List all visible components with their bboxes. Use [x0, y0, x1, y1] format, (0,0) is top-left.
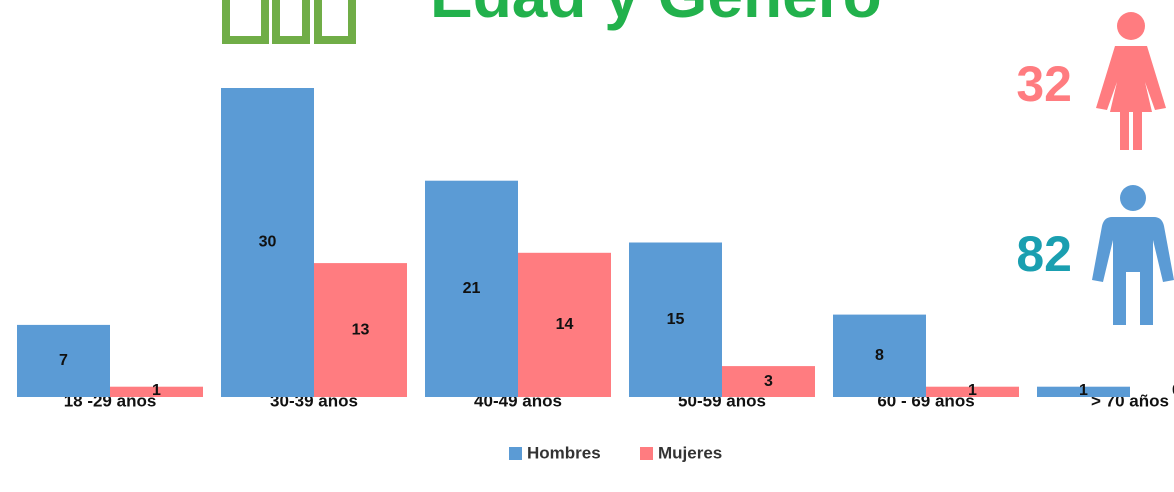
total-label: 32 — [1016, 56, 1072, 112]
data-label: 1 — [1079, 382, 1088, 399]
data-label: 1 — [152, 382, 161, 399]
legend-label: Mujeres — [658, 443, 722, 462]
bar — [926, 386, 1019, 397]
total-label: 82 — [1016, 226, 1072, 282]
male-icon — [1092, 185, 1174, 325]
bar — [518, 252, 611, 397]
data-label: 1 — [968, 382, 977, 399]
data-label: 15 — [667, 311, 685, 328]
data-label: 21 — [463, 280, 481, 297]
bar — [629, 242, 722, 397]
bar — [17, 324, 110, 397]
data-label: 30 — [259, 234, 277, 251]
data-label: 3 — [764, 373, 773, 390]
bar — [314, 263, 407, 397]
legend-swatch — [640, 447, 653, 460]
female-icon — [1096, 12, 1166, 150]
bar — [110, 386, 203, 397]
bar — [425, 180, 518, 397]
data-label: 0 — [1172, 382, 1174, 399]
bar — [833, 314, 926, 397]
data-label: 8 — [875, 347, 884, 364]
chart-title: Edad y Género — [430, 0, 882, 31]
bar — [1037, 386, 1130, 397]
bar — [221, 88, 314, 397]
data-label: 13 — [352, 321, 370, 338]
legend-label: Hombres — [527, 443, 601, 462]
legend-swatch — [509, 447, 522, 460]
data-label: 14 — [556, 316, 574, 333]
data-label: 7 — [59, 352, 68, 369]
title-icon — [222, 0, 356, 44]
bar — [722, 366, 815, 397]
